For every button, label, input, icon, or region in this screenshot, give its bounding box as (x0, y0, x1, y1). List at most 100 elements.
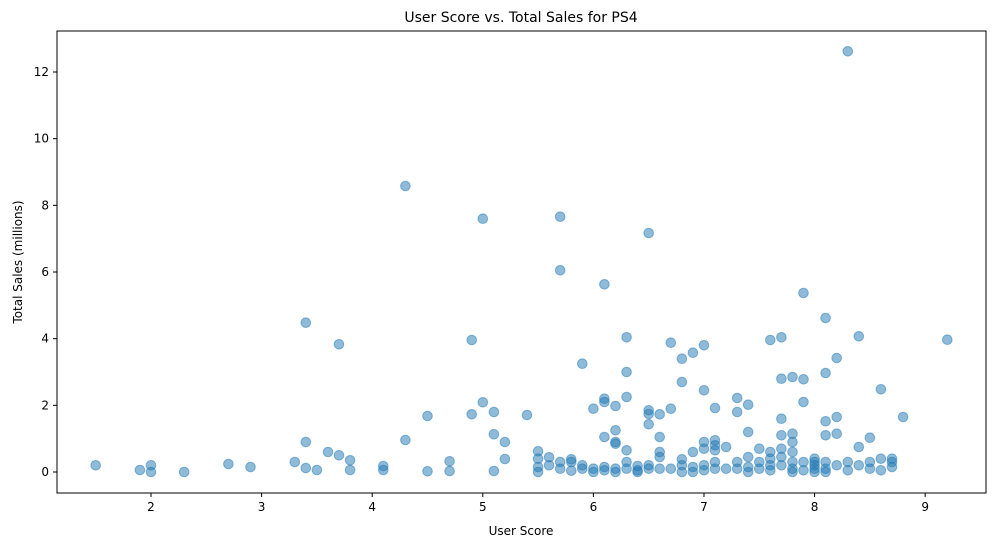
data-point (554, 211, 566, 222)
data-point (665, 337, 677, 349)
data-point (621, 332, 632, 343)
data-point (765, 334, 776, 346)
data-point (333, 339, 345, 350)
data-point (787, 371, 798, 383)
data-point (477, 213, 489, 224)
data-point (289, 456, 301, 468)
data-point (787, 436, 798, 448)
data-point (853, 331, 865, 342)
data-point (698, 340, 710, 351)
data-point (554, 463, 566, 475)
data-point (488, 429, 500, 440)
data-point (621, 445, 632, 456)
data-point (942, 334, 953, 346)
data-point (621, 463, 632, 475)
data-point (654, 431, 666, 443)
data-point (300, 462, 312, 474)
data-point (842, 46, 854, 57)
data-point (322, 446, 334, 458)
data-point (245, 461, 256, 473)
data-point (344, 464, 356, 476)
data-point (654, 451, 666, 463)
data-point (820, 466, 831, 478)
data-point (499, 436, 511, 448)
data-point (765, 465, 776, 476)
data-point (610, 466, 621, 478)
data-point (532, 466, 544, 478)
data-point (665, 463, 677, 475)
data-point (687, 347, 699, 359)
data-point (566, 456, 577, 468)
data-point (798, 374, 809, 385)
data-point (554, 265, 566, 276)
data-point (676, 466, 688, 478)
data-point (588, 403, 599, 415)
data-point (798, 465, 809, 476)
data-point (787, 446, 798, 458)
data-point (809, 466, 820, 478)
data-point (886, 461, 898, 473)
data-point (731, 463, 743, 475)
data-point (897, 411, 909, 423)
data-point (798, 396, 809, 408)
data-point (698, 385, 710, 396)
y-tick-label: 10 (34, 132, 49, 146)
data-point (776, 430, 787, 441)
data-point (742, 426, 754, 438)
y-tick-label: 6 (41, 265, 49, 279)
data-point (477, 397, 489, 408)
data-point (90, 460, 101, 471)
data-point (400, 180, 411, 192)
data-point (134, 464, 146, 476)
data-point (621, 366, 632, 378)
y-tick-label: 2 (41, 398, 49, 412)
y-axis-title: Total Sales (millions) (11, 200, 25, 324)
data-point (610, 438, 621, 450)
data-point (444, 456, 455, 467)
data-point (754, 443, 765, 455)
data-point (300, 436, 312, 448)
data-point (831, 428, 843, 440)
data-point (720, 463, 732, 475)
data-point (300, 317, 312, 329)
data-point (643, 463, 655, 475)
data-point (566, 465, 577, 477)
y-tick-label: 12 (34, 65, 49, 79)
data-point (864, 463, 876, 475)
data-point (831, 411, 843, 423)
data-point (875, 453, 887, 465)
data-point (654, 409, 666, 420)
y-tick-label: 4 (41, 332, 49, 346)
data-point (333, 450, 345, 461)
data-point (599, 279, 610, 290)
data-point (742, 399, 754, 411)
data-point (776, 332, 787, 343)
data-point (665, 403, 677, 415)
plot-frame (56, 30, 987, 494)
points-layer (90, 46, 953, 478)
data-point (687, 466, 699, 478)
y-tick-label: 8 (41, 198, 49, 212)
data-point (610, 425, 621, 436)
data-point (853, 441, 865, 453)
data-point (643, 227, 655, 239)
data-point (709, 402, 721, 414)
data-point (698, 443, 710, 455)
data-point (599, 465, 610, 476)
data-point (488, 465, 500, 477)
data-point (344, 455, 356, 466)
x-axis: 2 3 4 5 6 7 8 9 (147, 493, 929, 514)
data-point (698, 465, 710, 476)
data-point (223, 458, 234, 470)
data-point (577, 463, 588, 475)
x-tick-label: 4 (368, 500, 376, 514)
data-point (720, 441, 732, 453)
data-point (798, 287, 809, 299)
data-point (610, 400, 621, 412)
data-point (466, 334, 478, 346)
data-point (820, 367, 831, 379)
data-point (676, 353, 688, 365)
data-point (820, 312, 831, 324)
data-point (643, 419, 655, 430)
